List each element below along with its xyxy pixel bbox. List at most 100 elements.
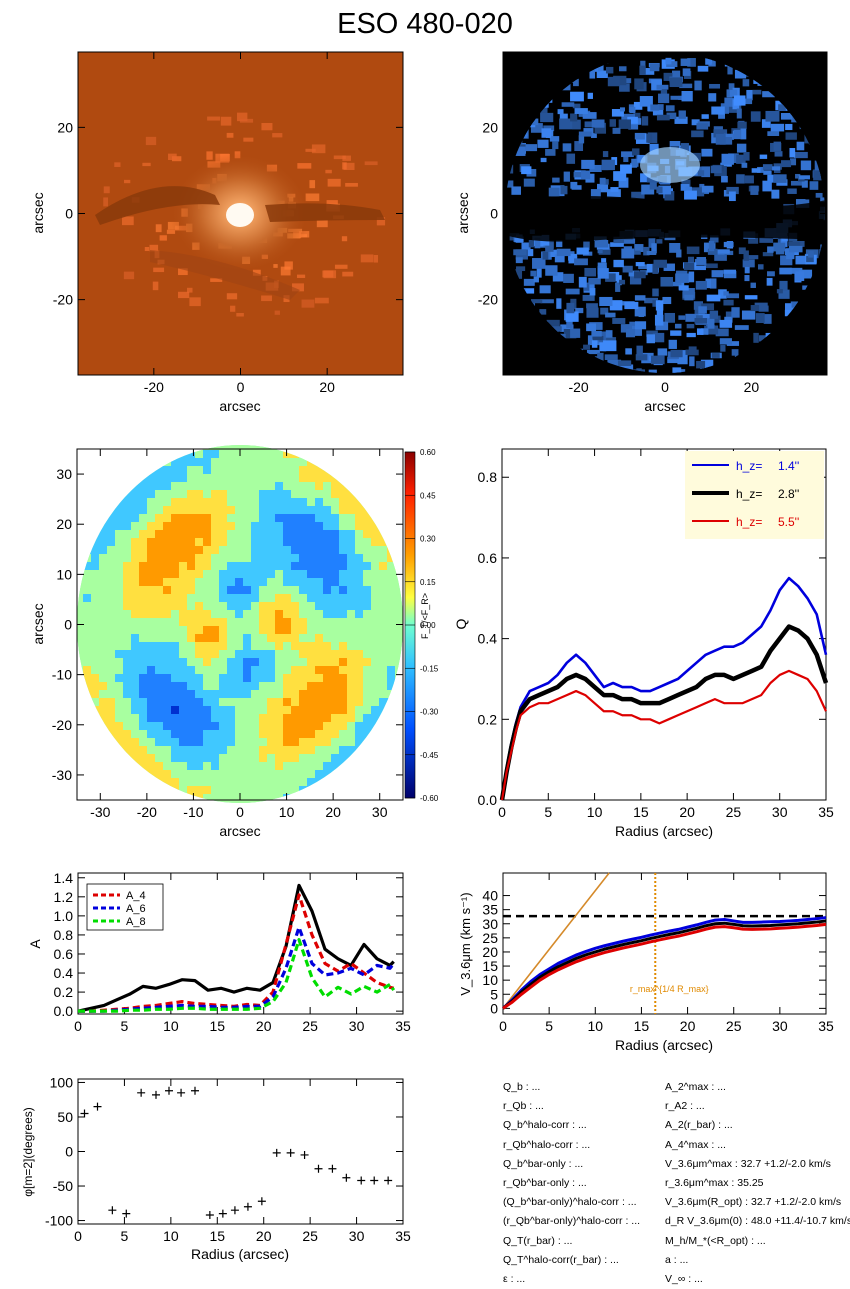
torque-map-cell bbox=[283, 498, 291, 506]
torque-map-cell bbox=[77, 450, 83, 458]
torque-map-cell bbox=[339, 698, 347, 706]
torque-map-cell bbox=[195, 458, 203, 466]
torque-map-cell bbox=[123, 562, 131, 570]
blue-image-pixel bbox=[664, 312, 676, 323]
blue-image-pixel bbox=[590, 189, 601, 199]
blue-image-pixel bbox=[698, 313, 712, 321]
torque-map-cell bbox=[131, 450, 139, 458]
torque-map-cell bbox=[83, 706, 91, 714]
torque-map-cell bbox=[115, 738, 123, 746]
torque-map-cell bbox=[203, 722, 211, 730]
torque-map-cell bbox=[227, 650, 235, 658]
torque-map-cell bbox=[139, 466, 147, 474]
torque-map-cell bbox=[371, 722, 379, 730]
torque-map-cell bbox=[123, 466, 131, 474]
phase-point bbox=[243, 1202, 252, 1211]
param-rqb: r_Qb : ... bbox=[503, 1100, 544, 1113]
torque-map-cell bbox=[99, 778, 107, 786]
blue-image-xlabel: arcsec bbox=[644, 398, 685, 414]
torque-map-cell bbox=[171, 754, 179, 762]
torque-map-cell bbox=[227, 530, 235, 538]
torque-map-cell bbox=[363, 794, 371, 802]
torque-map-cell bbox=[259, 594, 267, 602]
torque-map-cell bbox=[403, 442, 411, 450]
blue-image-pixel bbox=[727, 65, 733, 75]
torque-map-cell bbox=[291, 794, 299, 802]
torque-map-cell bbox=[307, 786, 315, 794]
blue-image-pixel bbox=[627, 116, 638, 124]
torque-map-cell bbox=[211, 610, 219, 618]
param-mh-ratio: M_h/M_*(<R_opt) : ... bbox=[665, 1234, 766, 1247]
torque-map-cell bbox=[283, 626, 291, 634]
torque-map-cell bbox=[211, 794, 219, 802]
torque-map-cell bbox=[323, 642, 331, 650]
blue-image-pixel bbox=[737, 121, 747, 129]
blue-image-pixel bbox=[806, 255, 814, 263]
orange-image-pixel bbox=[345, 182, 358, 187]
blue-image-pixel bbox=[643, 246, 650, 256]
fourier-ytick-label: 0.4 bbox=[54, 965, 74, 981]
torque-map-cell bbox=[291, 666, 299, 674]
torque-map-cell bbox=[187, 674, 195, 682]
phase-point bbox=[314, 1164, 323, 1173]
torque-map-cell bbox=[291, 466, 299, 474]
torque-map-cell bbox=[275, 746, 283, 754]
torque-map-cell bbox=[171, 618, 179, 626]
phase-point bbox=[108, 1206, 117, 1215]
torque-map-cell bbox=[283, 530, 291, 538]
torque-map-cell bbox=[171, 786, 179, 794]
blue-image-pixel bbox=[682, 68, 691, 76]
torque-map-cell bbox=[379, 458, 387, 466]
torque-map-cell bbox=[379, 778, 387, 786]
torque-map-cell bbox=[371, 474, 379, 482]
torque-map-cell bbox=[203, 762, 211, 770]
torque-map-cell bbox=[91, 546, 99, 554]
torque-map-cell bbox=[259, 506, 267, 514]
torque-map-cell bbox=[275, 602, 283, 610]
orange-image-pixel bbox=[364, 161, 378, 166]
torque-map-cell bbox=[147, 538, 155, 546]
torque-map-cell bbox=[387, 546, 395, 554]
torque-map-cell bbox=[155, 674, 163, 682]
torque-map-cell bbox=[171, 530, 179, 538]
torque-map-cell bbox=[187, 570, 195, 578]
torque-map-cell bbox=[347, 754, 355, 762]
torque-map-cell bbox=[267, 802, 275, 803]
torque-map-cell bbox=[107, 754, 115, 762]
torque-map-cell bbox=[355, 602, 363, 610]
blue-image-pixel bbox=[734, 325, 749, 330]
blue-image-pixel bbox=[586, 323, 597, 332]
phase-point bbox=[191, 1086, 199, 1095]
torque-map-cell bbox=[99, 722, 107, 730]
torque-map-cell bbox=[339, 490, 347, 498]
blue-image-pixel bbox=[682, 287, 695, 298]
torque-map-cell bbox=[323, 610, 331, 618]
torque-map-cell bbox=[243, 746, 251, 754]
blue-image-pixel bbox=[556, 298, 562, 309]
blue-image-pixel bbox=[618, 119, 631, 129]
torque-map-cell bbox=[299, 778, 307, 786]
torque-map-cell bbox=[155, 578, 163, 586]
blue-image-pixel bbox=[586, 307, 599, 318]
blue-image-pixel bbox=[573, 78, 579, 87]
torque-map-cell bbox=[291, 530, 299, 538]
torque-map-cell bbox=[139, 602, 147, 610]
orange-image-pixel bbox=[333, 155, 346, 160]
torque-map-cell bbox=[355, 682, 363, 690]
torque-map-cell bbox=[307, 618, 315, 626]
torque-map-cell bbox=[243, 698, 251, 706]
torque-map-cell bbox=[179, 482, 187, 490]
torque-map-cell bbox=[307, 474, 315, 482]
torque-map-cell bbox=[339, 674, 347, 682]
torque-map-cell bbox=[259, 554, 267, 562]
torque-map-cell bbox=[243, 642, 251, 650]
torque-map-cell bbox=[251, 802, 259, 803]
torque-map-cell bbox=[147, 786, 155, 794]
torque-map-cell bbox=[291, 522, 299, 530]
torque-map-cell bbox=[299, 634, 307, 642]
torque-map-cell bbox=[77, 794, 83, 802]
torque-map-cell bbox=[267, 570, 275, 578]
torque-map-cell bbox=[91, 514, 99, 522]
torque-map-cell bbox=[99, 698, 107, 706]
torque-map-cell bbox=[315, 706, 323, 714]
